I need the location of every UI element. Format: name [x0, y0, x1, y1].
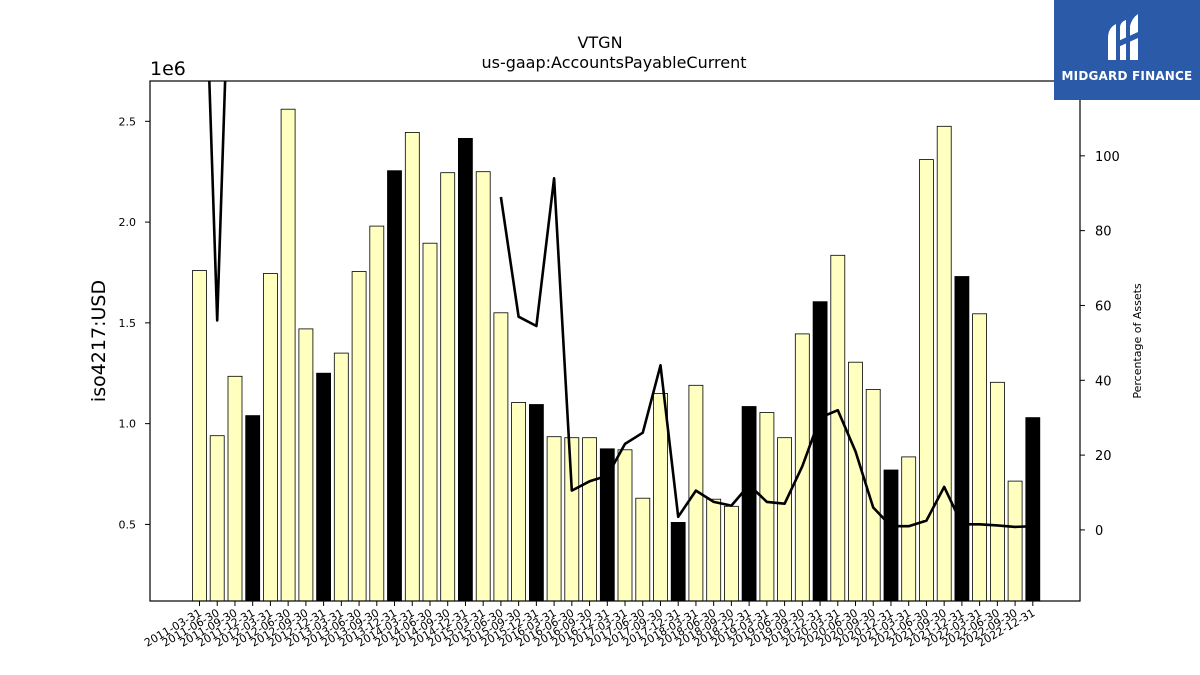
- bar-2016-09-30: [582, 437, 597, 602]
- bar-2021-12-31: [954, 276, 970, 602]
- y2-axis-label: Percentage of Assets: [1131, 283, 1144, 399]
- line-group: [208, 81, 1033, 529]
- bar-2016-12-31: [599, 448, 615, 602]
- y2-tick-label: 0: [1095, 524, 1103, 539]
- bar-2013-06-30: [351, 271, 367, 602]
- bar-2011-06-30: [209, 435, 225, 602]
- bar-2014-12-31: [457, 137, 473, 602]
- y2-axis: 0 20 40 60 80 100: [1080, 150, 1120, 539]
- bar-2012-03-31: [262, 273, 278, 602]
- y2-tick-label: 20: [1095, 449, 1112, 464]
- bar-2014-09-30: [440, 172, 456, 602]
- bar-2022-03-31: [972, 313, 987, 602]
- bar-2013-12-31: [387, 170, 402, 602]
- percentage-line: [208, 81, 1033, 529]
- bar-2017-06-30: [635, 497, 651, 602]
- bar-2012-09-30: [298, 328, 314, 602]
- bar-2013-03-31: [333, 352, 349, 602]
- bar-2020-12-31: [883, 469, 899, 602]
- bar-2011-09-30: [227, 375, 243, 602]
- chart-subtitle: us-gaap:AccountsPayableCurrent: [481, 53, 746, 72]
- bar-2022-12-31: [1025, 417, 1041, 602]
- brand-logo: MIDGARD FINANCE: [1054, 0, 1200, 100]
- y2-tick-label: 80: [1095, 225, 1112, 240]
- y-axis-label: iso4217:USD: [88, 280, 110, 402]
- y-tick-label: 2.0: [119, 216, 137, 229]
- bar-2017-09-30: [653, 392, 668, 602]
- bar-2022-09-30: [1007, 480, 1023, 602]
- logo-text: MIDGARD FINANCE: [1061, 69, 1193, 83]
- logo-mark-icon: [1108, 14, 1138, 60]
- bar-2014-06-30: [422, 242, 438, 602]
- bar-2020-03-31: [830, 254, 846, 602]
- bar-2021-03-31: [901, 456, 917, 602]
- bar-2018-06-30: [706, 498, 722, 602]
- bar-2017-12-31: [670, 522, 686, 602]
- bar-2020-06-30: [848, 361, 863, 602]
- plot-frame: [149, 80, 1081, 602]
- bar-2013-09-30: [369, 225, 385, 602]
- y-tick-label: 2.5: [119, 115, 137, 128]
- y2-tick-label: 100: [1095, 150, 1120, 165]
- y-tick-label: 0.5: [119, 518, 137, 531]
- bar-2015-12-31: [529, 404, 544, 602]
- x-axis: 2011-03-312011-06-302011-09-302011-12-31…: [142, 601, 1037, 650]
- bar-2018-12-31: [741, 406, 757, 602]
- bar-2014-03-31: [404, 131, 420, 602]
- bar-2019-06-30: [777, 437, 792, 602]
- bar-2018-09-30: [724, 505, 739, 602]
- bar-2015-09-30: [511, 402, 527, 602]
- bar-2021-09-30: [936, 125, 952, 602]
- y-axis: 0.5 1.0 1.5 2.0 2.5: [119, 115, 150, 531]
- bar-2012-06-30: [280, 108, 296, 602]
- bar-2017-03-31: [617, 449, 633, 602]
- bar-2016-06-30: [564, 437, 580, 602]
- y-tick-label: 1.5: [119, 317, 137, 330]
- chart-title: VTGN: [577, 33, 622, 52]
- bar-2016-03-31: [546, 436, 562, 602]
- y2-tick-label: 60: [1095, 299, 1112, 314]
- bar-2019-12-31: [812, 301, 828, 602]
- y2-tick-label: 40: [1095, 374, 1112, 389]
- bar-2015-03-31: [475, 171, 491, 602]
- bar-2011-03-31: [192, 270, 207, 602]
- y-tick-label: 1.0: [119, 418, 137, 431]
- bar-2022-06-30: [990, 381, 1005, 602]
- bar-2011-12-31: [245, 415, 261, 602]
- bar-2015-06-30: [493, 312, 509, 602]
- y-offset-label: 1e6: [150, 58, 186, 80]
- bar-2021-06-30: [919, 159, 934, 602]
- bar-2019-03-31: [759, 412, 775, 602]
- bar-2012-12-31: [316, 372, 332, 602]
